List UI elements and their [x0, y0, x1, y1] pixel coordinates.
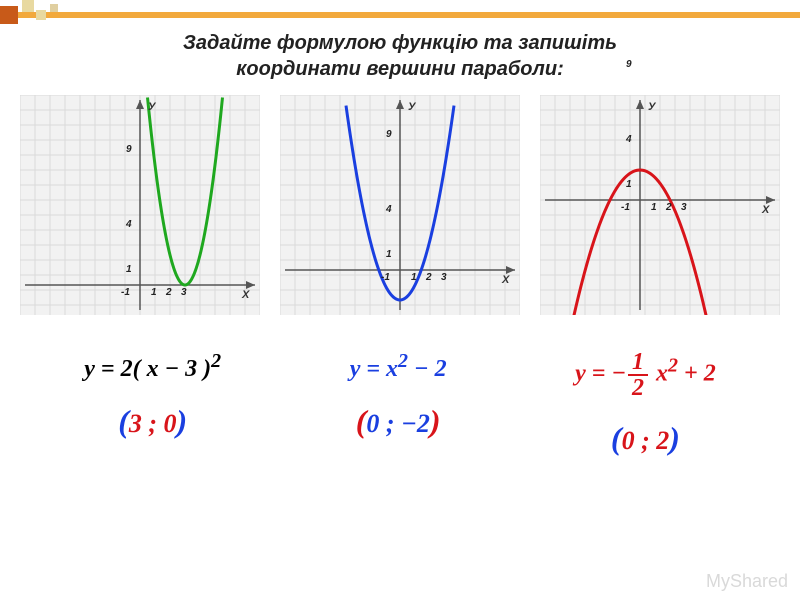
x-tick: -1 — [121, 287, 130, 298]
chart3: ХУ-1123149 — [540, 95, 780, 315]
x-tick: 2 — [426, 272, 432, 283]
x-tick: 1 — [411, 272, 417, 283]
y-tick: 9 — [126, 144, 132, 155]
title-line1: Задайте формулою функцію та запишіть — [183, 32, 617, 54]
formulas-row: y = 2( x − 3 )2 (3 ; 0) y = x2 − 2 (0 ; −2)… — [20, 350, 780, 457]
x-tick: 2 — [666, 202, 672, 213]
x-axis-label: Х — [502, 274, 509, 286]
y-tick: 1 — [126, 264, 132, 275]
y-tick: 1 — [626, 179, 632, 190]
x-tick: -1 — [381, 272, 390, 283]
title-line2: координати вершини параболи: — [236, 58, 564, 80]
x-axis-label: Х — [762, 204, 769, 216]
x-tick: 3 — [681, 202, 687, 213]
y-axis-label: У — [408, 101, 415, 113]
watermark: MyShared — [706, 571, 788, 592]
vertex-coords: (0 ; −2) — [350, 403, 447, 440]
formula-2: y = x2 − 2 (0 ; −2) — [350, 350, 447, 457]
x-tick: 1 — [151, 287, 157, 298]
chart1: ХУ-1123149 — [20, 95, 260, 315]
x-tick: -1 — [621, 202, 630, 213]
y-tick: 4 — [626, 134, 632, 145]
x-tick: 3 — [181, 287, 187, 298]
page-title: Задайте формулою функцію та запишіть коо… — [0, 30, 800, 82]
y-tick: 4 — [386, 204, 392, 215]
formula-text: y = −12 x2 + 2 — [575, 350, 716, 400]
y-axis-label: У — [148, 101, 155, 113]
x-tick: 1 — [651, 202, 657, 213]
vertex-coords: (0 ; 2) — [575, 420, 716, 457]
formula-3: y = −12 x2 + 2 (0 ; 2) — [575, 350, 716, 457]
y-tick: 9 — [626, 59, 632, 70]
x-tick: 3 — [441, 272, 447, 283]
y-tick: 4 — [126, 219, 132, 230]
top-decoration — [0, 0, 800, 30]
y-tick: 9 — [386, 129, 392, 140]
x-tick: 2 — [166, 287, 172, 298]
vertex-coords: (3 ; 0) — [84, 403, 221, 440]
formula-text: y = x2 − 2 — [350, 350, 447, 383]
chart2: ХУ-1123149 — [280, 95, 520, 315]
formula-1: y = 2( x − 3 )2 (3 ; 0) — [84, 350, 221, 457]
y-tick: 1 — [386, 249, 392, 260]
decoration-svg — [0, 0, 800, 30]
charts-row: ХУ-1123149ХУ-1123149ХУ-1123149 — [20, 95, 780, 315]
formula-text: y = 2( x − 3 )2 — [84, 350, 221, 383]
y-axis-label: У — [648, 101, 655, 113]
x-axis-label: Х — [242, 289, 249, 301]
